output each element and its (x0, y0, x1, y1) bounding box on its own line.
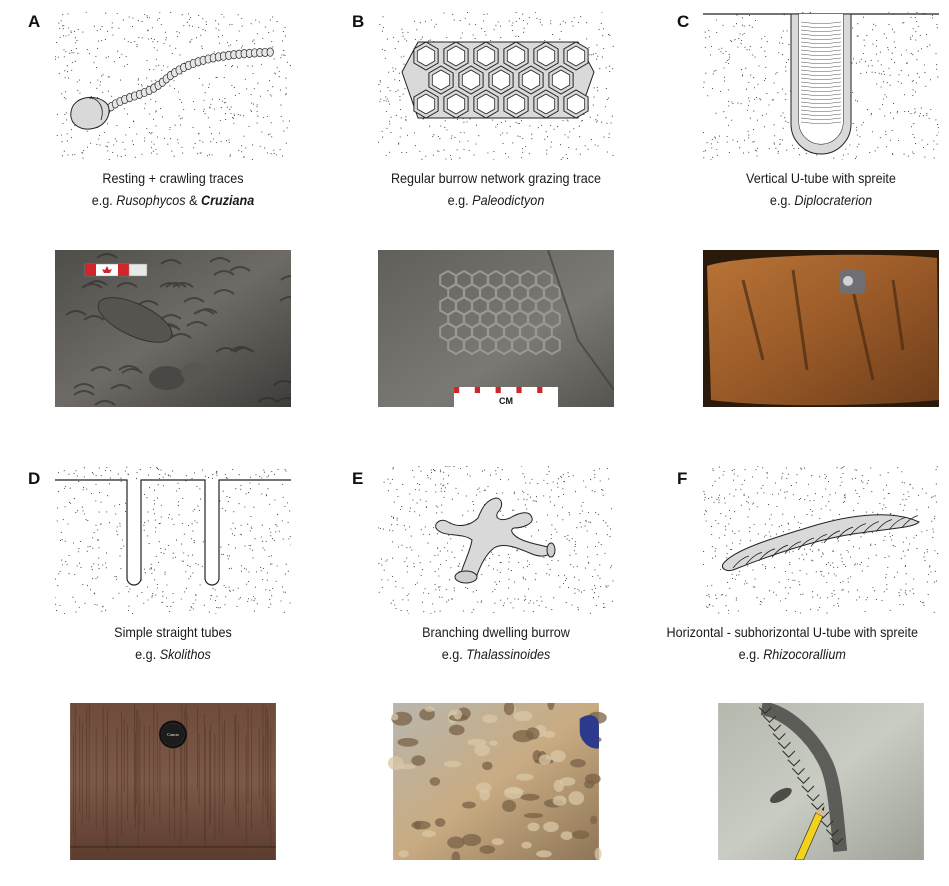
caption-a: Resting + crawling traces e.g. Rusophyco… (38, 167, 308, 211)
caption-d: Simple straight tubes e.g. Skolithos (38, 621, 308, 665)
panel-letter-f: F (677, 469, 688, 488)
caption-e: Branching dwelling burrow e.g. Thalassin… (361, 621, 631, 665)
bag-object (579, 715, 599, 749)
caption-example: e.g. Rhizocorallium (738, 646, 846, 662)
sketch-b-burrow-network (378, 12, 614, 160)
panel-letter-d: D (28, 469, 41, 488)
caption-title: Regular burrow network grazing trace (390, 170, 602, 186)
caption-title: Resting + crawling traces (102, 170, 244, 186)
sketch-a-resting-crawling (55, 12, 291, 160)
lens-cap-label: Canon (167, 732, 179, 737)
caption-title: Simple straight tubes (114, 624, 232, 640)
caption-title: Vertical U-tube with spreite (746, 170, 896, 186)
caption-title: Branching dwelling burrow (422, 624, 570, 640)
cm-scale-bar: CM (454, 387, 558, 407)
caption-example: e.g. Rusophycos & Cruziana (91, 192, 255, 208)
panel-letter-c: C (677, 12, 690, 31)
sketch-e-branching-burrow (378, 466, 614, 614)
panel-letter-a: A (28, 12, 41, 31)
caption-f: Horizontal - subhorizontal U-tube with s… (664, 621, 921, 665)
photo-b-paleodictyon: CM (378, 250, 614, 407)
taxon-name: Rhizocorallium (763, 646, 846, 662)
taxon-name: Rusophycos (116, 192, 186, 208)
photo-e-thalassinoides (387, 703, 607, 860)
sketch-c-vertical-u-tube (703, 12, 939, 160)
scale-bar-label: CM (499, 396, 513, 406)
taxon-name: Cruziana (201, 192, 255, 208)
photo-d-skolithos: Canon (70, 703, 276, 860)
caption-c: Vertical U-tube with spreite e.g. Diploc… (686, 167, 949, 211)
caption-example: e.g. Thalassinoides (441, 646, 551, 662)
taxon-name: Paleodictyon (472, 192, 545, 208)
caption-example: e.g. Diplocraterion (769, 192, 873, 208)
panel-letter-b: B (352, 12, 365, 31)
caption-example: e.g. Skolithos (135, 646, 211, 662)
photo-f-rhizocorallium (718, 703, 924, 860)
caption-b: Regular burrow network grazing trace e.g… (361, 167, 631, 211)
canadian-flag-icon (84, 263, 148, 277)
panel-letter-e: E (352, 469, 364, 488)
taxon-name: Skolithos (159, 646, 211, 662)
taxon-name: Thalassinoides (466, 646, 551, 662)
pencil-icon (794, 805, 825, 860)
caption-example: e.g. Paleodictyon (447, 192, 545, 208)
caption-title: Horizontal - subhorizontal U-tube with s… (666, 624, 918, 640)
taxon-name: Diplocraterion (794, 192, 873, 208)
sketch-f-horizontal-u-tube (703, 466, 939, 614)
lens-cap-icon: Canon (159, 720, 187, 749)
photo-c-diplocraterion (703, 250, 939, 407)
photo-a-cruziana-trace (55, 250, 291, 407)
sketch-d-straight-tubes (55, 466, 291, 614)
